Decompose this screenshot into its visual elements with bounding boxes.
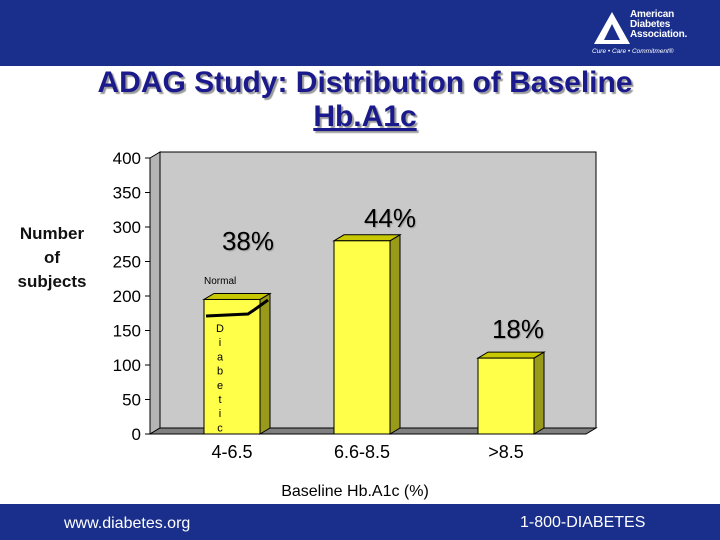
ada-triangle-icon <box>594 12 630 44</box>
title-line-1: ADAG Study: Distribution of Baseline <box>97 66 633 99</box>
y-tick-label-4: 200 <box>113 287 141 306</box>
y-tick-label-0: 0 <box>132 425 141 444</box>
diabetic-letter-2: a <box>217 351 224 363</box>
diabetic-letter-1: i <box>219 337 221 349</box>
y-axis-label: Number of subjects <box>4 222 100 294</box>
chart-side-wall <box>149 151 161 435</box>
footer-website[interactable]: www.diabetes.org <box>64 515 191 532</box>
bar-side-1 <box>389 233 401 435</box>
y-axis-label-line-2: of <box>43 248 61 267</box>
diabetic-letter-0: D <box>216 323 224 335</box>
y-tick-label-7: 350 <box>113 184 141 203</box>
x-tick-label-0: 4-6.5 <box>211 442 252 462</box>
diabetic-letter-5: t <box>218 394 221 406</box>
bar-side-0 <box>259 292 271 435</box>
slide-title: ADAG Study: Distribution of Baseline Hb.… <box>40 66 690 134</box>
bar-1 <box>333 240 391 435</box>
y-axis-label-line-1: Number <box>19 224 85 243</box>
y-tick-label-6: 300 <box>113 218 141 237</box>
bar-top-1 <box>332 234 402 242</box>
logo-line-3: Association. <box>630 29 688 40</box>
diabetic-letter-6: i <box>219 408 221 420</box>
y-tick-label-2: 100 <box>113 356 141 375</box>
bar-2 <box>477 357 535 435</box>
percent-label-1: 44% <box>364 203 416 233</box>
logo-line-1: American <box>630 9 674 20</box>
footer-phone: 1-800-DIABETES <box>520 514 646 531</box>
diabetic-letter-3: b <box>217 366 223 378</box>
logo-tagline: Cure • Care • Commitment® <box>592 48 674 55</box>
normal-threshold-line <box>205 298 269 318</box>
normal-annotation: Normal <box>204 276 236 287</box>
diabetic-letter-4: e <box>217 380 223 392</box>
y-tick-label-5: 250 <box>113 253 141 272</box>
logo-line-2: Diabetes <box>630 19 671 30</box>
header-band <box>0 0 720 66</box>
bar-side-2 <box>533 351 545 435</box>
bar-0 <box>203 298 261 435</box>
y-tick-label-8: 400 <box>113 149 141 168</box>
x-tick-label-1: 6.6-8.5 <box>334 442 390 462</box>
percent-label-2: 18% <box>492 314 544 344</box>
x-axis-label: Baseline Hb.A1c (%) <box>281 483 429 500</box>
x-tick-label-2: >8.5 <box>488 442 524 462</box>
y-tick-label-1: 50 <box>122 391 141 410</box>
title-line-2: Hb.A1c <box>313 100 417 133</box>
diabetic-letter-7: c <box>217 422 223 434</box>
logo-name: American Diabetes Association. <box>630 10 687 40</box>
bar-top-0 <box>202 292 272 300</box>
y-tick-label-3: 150 <box>113 322 141 341</box>
bar-top-2 <box>476 351 546 359</box>
ada-logo: American Diabetes Association. Cure • Ca… <box>592 8 716 58</box>
bar-chart: 0 50 100 150 200 250 300 350 400 4-6.5 6.6-8.5 >8.5… <box>113 149 598 462</box>
footer-band: www.diabetes.org 1-800-DIABETES <box>0 504 720 540</box>
y-axis-label-line-3: subjects <box>17 272 87 291</box>
percent-label-0: 38% <box>222 226 274 256</box>
